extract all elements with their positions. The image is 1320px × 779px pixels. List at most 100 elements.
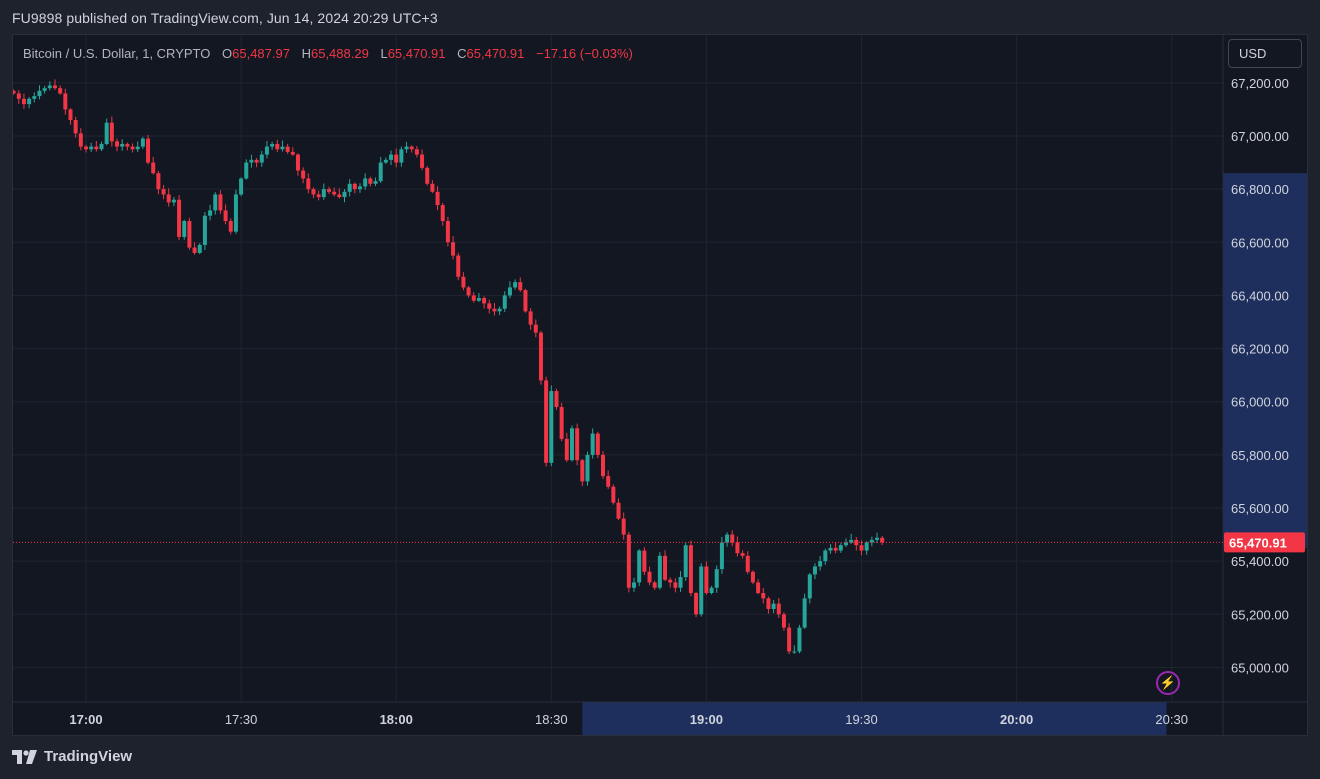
candle: [161, 184, 166, 200]
lightning-icon[interactable]: ⚡: [1156, 671, 1180, 695]
candlestick-chart[interactable]: 65,470.91 65,000.00 65,200.00 65,400.00 65,…: [13, 35, 1308, 736]
candle-body: [202, 215, 207, 245]
candle-body: [482, 298, 487, 304]
candle-body: [875, 537, 880, 540]
candle-body: [301, 170, 306, 179]
currency-button[interactable]: USD: [1228, 39, 1302, 68]
candle-body: [120, 143, 125, 147]
candle: [461, 272, 466, 291]
candle-body: [135, 146, 140, 150]
candle: [430, 180, 435, 194]
candle-body: [404, 146, 409, 150]
candle-body: [445, 221, 450, 243]
candle-body: [171, 199, 176, 203]
candle: [373, 177, 378, 187]
candle: [792, 645, 797, 654]
candle-body: [146, 138, 151, 163]
candle: [704, 561, 709, 595]
candle-body: [497, 308, 502, 312]
candle-body: [208, 210, 213, 216]
candle: [590, 428, 595, 459]
candle-body: [471, 295, 476, 301]
candle: [249, 154, 254, 168]
price-range-highlight: [1223, 173, 1307, 548]
candle: [694, 591, 699, 618]
candle-body: [725, 534, 730, 543]
candle: [632, 577, 637, 592]
candle-body: [373, 181, 378, 184]
candle-body: [823, 550, 828, 562]
candle: [601, 451, 605, 479]
candle-body: [156, 173, 161, 190]
candle: [378, 156, 383, 183]
candle: [21, 93, 26, 109]
candle: [363, 173, 368, 190]
candle: [595, 431, 600, 459]
candle: [802, 593, 807, 629]
candle-body: [487, 303, 492, 309]
candle-body: [37, 90, 42, 97]
candle: [182, 219, 187, 240]
candle-body: [719, 542, 724, 570]
candle-body: [750, 571, 755, 583]
legend-open-label: O: [222, 46, 233, 61]
candle: [84, 144, 88, 153]
candle-body: [476, 298, 481, 301]
symbol-legend: Bitcoin / U.S. Dollar, 1, CRYPTO O65,487…: [23, 46, 633, 61]
candle-body: [420, 154, 425, 168]
candle-body: [249, 159, 254, 163]
candle-body: [337, 194, 342, 198]
x-tick-label: 19:00: [690, 712, 723, 727]
legend-high-label: H: [301, 46, 311, 61]
candle: [818, 556, 823, 571]
candle: [781, 612, 786, 631]
candle-body: [802, 598, 807, 628]
candle-body: [812, 566, 817, 575]
last-price-label: 65,470.91: [1229, 535, 1287, 550]
candle-body: [843, 542, 848, 546]
candle-body: [151, 162, 156, 174]
y-tick-label: 67,200.00: [1231, 76, 1289, 91]
candle: [254, 158, 259, 168]
candle: [192, 242, 197, 255]
candle-body: [166, 194, 171, 203]
candle: [833, 542, 838, 554]
candle: [812, 563, 817, 580]
candle-body: [507, 287, 512, 296]
candle: [668, 577, 673, 588]
candle: [875, 532, 880, 544]
candle-body: [321, 189, 326, 198]
candle: [89, 142, 94, 153]
candle: [621, 512, 626, 540]
candle-body: [554, 391, 559, 408]
candle: [125, 142, 130, 151]
candle-body: [285, 146, 290, 152]
candle: [78, 128, 83, 151]
y-tick-label: 65,400.00: [1231, 554, 1289, 569]
candle: [120, 139, 125, 151]
candle: [533, 319, 538, 338]
candle-body: [244, 162, 249, 179]
candle-body: [94, 146, 99, 150]
candle: [435, 186, 440, 211]
last-price-tag: [1224, 532, 1305, 553]
time-range-highlight: [582, 702, 1167, 735]
candle-body: [632, 582, 637, 588]
candle-body: [47, 85, 52, 89]
candle: [425, 166, 430, 186]
chart-pane[interactable]: 65,470.91 65,000.00 65,200.00 65,400.00 65,…: [12, 34, 1308, 736]
candle: [223, 204, 228, 225]
candle-body: [652, 582, 657, 588]
footer-brand: TradingView: [44, 748, 133, 765]
candle: [507, 281, 512, 299]
candle: [68, 108, 73, 125]
y-tick-label: 67,000.00: [1231, 129, 1289, 144]
candle-body: [259, 154, 264, 163]
candle: [228, 218, 233, 235]
candle: [528, 308, 533, 330]
x-tick-label: 18:30: [535, 712, 568, 727]
candle: [637, 549, 642, 587]
candle: [47, 81, 52, 91]
candle: [761, 587, 766, 604]
candle-body: [544, 380, 549, 463]
